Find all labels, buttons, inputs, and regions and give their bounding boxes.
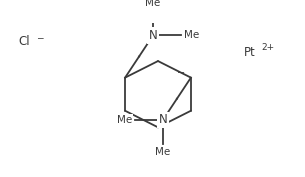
Text: N: N: [159, 113, 167, 126]
Text: Me: Me: [155, 147, 170, 157]
Text: Cl: Cl: [18, 35, 30, 48]
Text: Me: Me: [184, 30, 199, 40]
Text: −: −: [36, 33, 44, 42]
Text: Me: Me: [117, 115, 132, 125]
Text: Me: Me: [145, 0, 161, 8]
Text: N: N: [149, 29, 157, 42]
Text: −: −: [177, 68, 185, 78]
Text: 2+: 2+: [261, 43, 274, 52]
Text: Pt: Pt: [244, 46, 256, 59]
